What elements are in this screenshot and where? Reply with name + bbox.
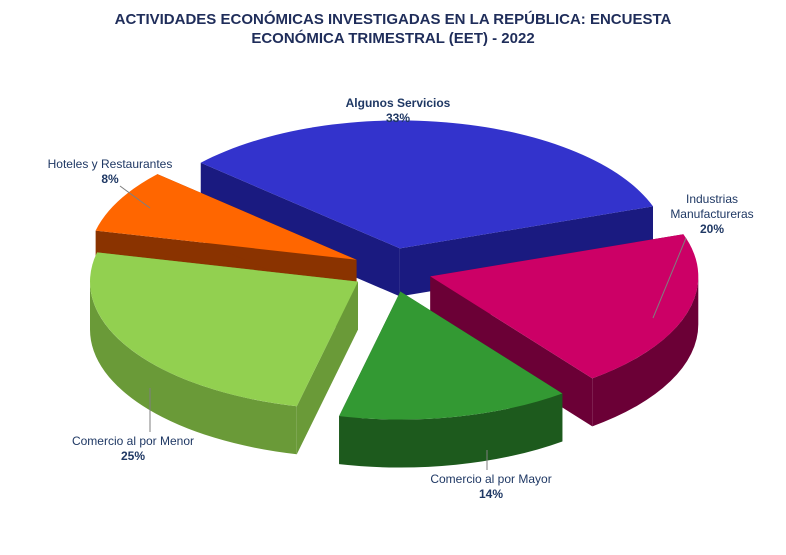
slice-top xyxy=(339,291,563,420)
slice-label-comercio-mayor: Comercio al por Mayor 14% xyxy=(430,472,551,501)
slice-name: Comercio al por Mayor xyxy=(430,472,551,486)
slice-label-industrias-manufactureras: Industrias Manufactureras 20% xyxy=(670,192,753,236)
chart-title-line-2: ECONÓMICA TRIMESTRAL (EET) - 2022 xyxy=(251,29,534,47)
slice-percent: 25% xyxy=(121,449,145,463)
slice-top xyxy=(430,234,699,379)
leader-line-0 xyxy=(119,185,151,209)
slice-top xyxy=(95,174,357,260)
slice-name: Algunos Servicios xyxy=(346,96,451,110)
pie-slice-3 xyxy=(90,252,359,455)
slice-rim xyxy=(339,393,563,468)
slice-percent: 33% xyxy=(386,111,410,125)
slice-label-algunos-servicios: Algunos Servicios 33% xyxy=(346,96,451,125)
slice-percent: 8% xyxy=(101,172,119,186)
leader-lines xyxy=(119,185,687,470)
slice-rim xyxy=(592,276,699,427)
slice-name: Comercio al por Menor xyxy=(72,434,194,448)
slice-label-comercio-menor: Comercio al por Menor 25% xyxy=(72,434,194,463)
slice-percent: 20% xyxy=(700,222,724,236)
chart-title-line-1: ACTIVIDADES ECONÓMICAS INVESTIGADAS EN L… xyxy=(115,10,672,28)
slice-name-line-1: Industrias xyxy=(686,192,738,206)
leader-line-1 xyxy=(652,237,687,319)
slice-name: Hoteles y Restaurantes xyxy=(48,157,173,171)
pie-slices xyxy=(90,120,699,468)
slice-top xyxy=(90,252,359,407)
pie-slice-4 xyxy=(339,291,563,468)
slice-label-hoteles-restaurantes: Hoteles y Restaurantes 8% xyxy=(48,157,173,186)
slice-rim xyxy=(90,281,297,455)
slice-top xyxy=(200,120,653,249)
slice-percent: 14% xyxy=(479,487,503,501)
slice-name-line-2: Manufactureras xyxy=(670,207,753,221)
